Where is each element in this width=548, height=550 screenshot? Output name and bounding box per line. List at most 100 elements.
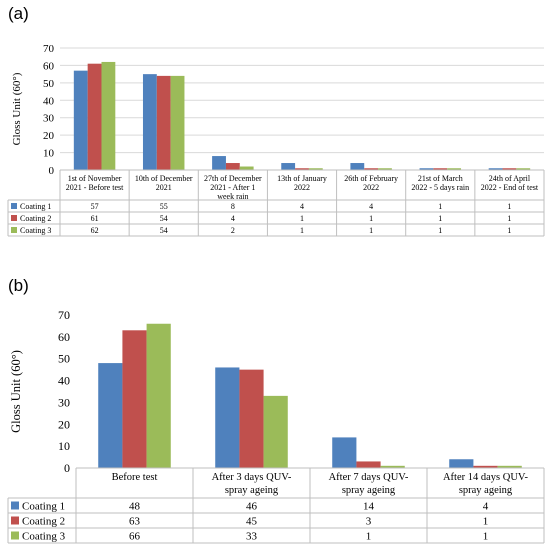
bar-3-6	[447, 168, 462, 170]
bar-1-1	[73, 70, 88, 170]
bar-1-4	[449, 459, 474, 468]
bar-1-4	[281, 163, 296, 170]
bar-3-1	[146, 323, 171, 468]
y-tick-label: 20	[43, 130, 55, 142]
data-label: 1	[483, 530, 489, 542]
bar-1-5	[350, 163, 365, 170]
data-label: 1	[369, 226, 373, 235]
legend-label: Coating 2	[22, 515, 65, 527]
data-label: 14	[363, 500, 375, 512]
category-label: spray ageing	[225, 485, 279, 496]
data-label: 57	[91, 202, 99, 211]
category-label: 13th of January	[277, 174, 327, 183]
y-tick-label: 40	[43, 95, 55, 107]
legend-swatch	[11, 215, 17, 221]
bar-2-4	[295, 168, 309, 170]
y-tick-label: 60	[58, 330, 70, 344]
data-label: 61	[91, 214, 99, 223]
data-label: 54	[160, 226, 168, 235]
bar-2-1	[122, 330, 147, 468]
category-label: spray ageing	[342, 485, 396, 496]
y-tick-label: 50	[58, 352, 70, 366]
bar-2-2	[239, 369, 264, 468]
category-label: 2022	[363, 183, 379, 192]
data-label: 55	[160, 202, 168, 211]
data-label: 4	[300, 202, 304, 211]
chart-a: 0 10 20 30 40 50 60 70 Gloss Unit (60°) 1st of No…	[7, 43, 545, 237]
bar-2-1	[87, 63, 102, 170]
bar-3-1	[101, 61, 116, 170]
bar-3-2	[263, 395, 288, 468]
y-tick-label: 70	[43, 43, 55, 55]
y-tick-label: 70	[58, 308, 70, 322]
bar-2-3	[356, 461, 381, 468]
data-label: 4	[369, 202, 373, 211]
category-label: 2022 - 5 days rain	[411, 183, 469, 192]
y-axis-title: Gloss Unit (60°)	[11, 72, 23, 145]
category-label: 26th of February	[344, 174, 398, 183]
legend-label: Coating 2	[20, 214, 51, 223]
panel-label-b: (b)	[8, 276, 29, 295]
data-label: 4	[483, 500, 489, 512]
bar-3-7	[516, 168, 531, 170]
data-label: 1	[438, 214, 442, 223]
category-label: 10th of December	[135, 174, 193, 183]
chart-b: 0 10 20 30 40 50 60 70 Gloss Unit (60°) Before te…	[7, 308, 545, 544]
legend-swatch	[11, 227, 17, 233]
bar-1-3	[212, 156, 226, 170]
category-label: 24th of April	[489, 174, 531, 183]
data-label: 2	[231, 226, 235, 235]
data-label: 45	[246, 515, 258, 527]
data-label: 8	[231, 202, 235, 211]
category-label: 2022 - End of test	[481, 183, 539, 192]
bar-2-5	[364, 168, 379, 170]
bar-2-6	[433, 168, 448, 170]
data-label: 4	[231, 214, 235, 223]
bar-3-3	[380, 465, 405, 468]
data-label: 48	[129, 500, 141, 512]
y-tick-label: 0	[49, 165, 55, 177]
bar-2-3	[225, 163, 240, 170]
y-axis-title: Gloss Unit (60°)	[9, 350, 23, 433]
data-label: 1	[483, 515, 489, 527]
data-label: 66	[129, 530, 141, 542]
bar-3-2	[170, 75, 185, 170]
category-label: week rain	[217, 192, 248, 201]
data-label: 1	[507, 202, 511, 211]
data-label: 1	[507, 226, 511, 235]
bar-2-7	[502, 168, 517, 170]
bar-1-7	[488, 168, 503, 170]
category-label: After 14 days QUV-	[443, 472, 529, 483]
category-label: 2021	[156, 183, 172, 192]
legend-swatch	[11, 516, 19, 525]
data-label: 1	[438, 226, 442, 235]
y-tick-label: 30	[58, 395, 70, 409]
y-tick-label: 30	[43, 113, 55, 125]
y-tick-label: 10	[43, 148, 55, 160]
category-label: 2021 - Before test	[66, 183, 124, 192]
category-label: 1st of November	[68, 174, 122, 183]
category-label: 2022	[294, 183, 310, 192]
data-label: 1	[507, 214, 511, 223]
legend-label: Coating 1	[22, 500, 65, 512]
bar-1-1	[98, 363, 123, 468]
data-label: 1	[369, 214, 373, 223]
bar-2-2	[156, 75, 171, 170]
data-label: 1	[300, 214, 304, 223]
bar-3-4	[308, 168, 323, 170]
data-label: 63	[129, 515, 141, 527]
bar-3-3	[239, 166, 254, 170]
legend-label: Coating 3	[20, 226, 51, 235]
y-tick-label: 20	[58, 417, 70, 431]
legend-swatch	[11, 531, 19, 540]
data-label: 1	[366, 530, 372, 542]
data-label: 3	[366, 515, 372, 527]
category-label: 27th of December	[204, 174, 262, 183]
panel-label-a: (a)	[8, 4, 29, 23]
category-label: Before test	[112, 472, 158, 483]
data-label: 54	[160, 214, 168, 223]
bar-3-4	[497, 465, 522, 468]
bar-1-2	[142, 74, 157, 170]
data-label: 33	[246, 530, 258, 542]
category-label: 21st of March	[418, 174, 463, 183]
